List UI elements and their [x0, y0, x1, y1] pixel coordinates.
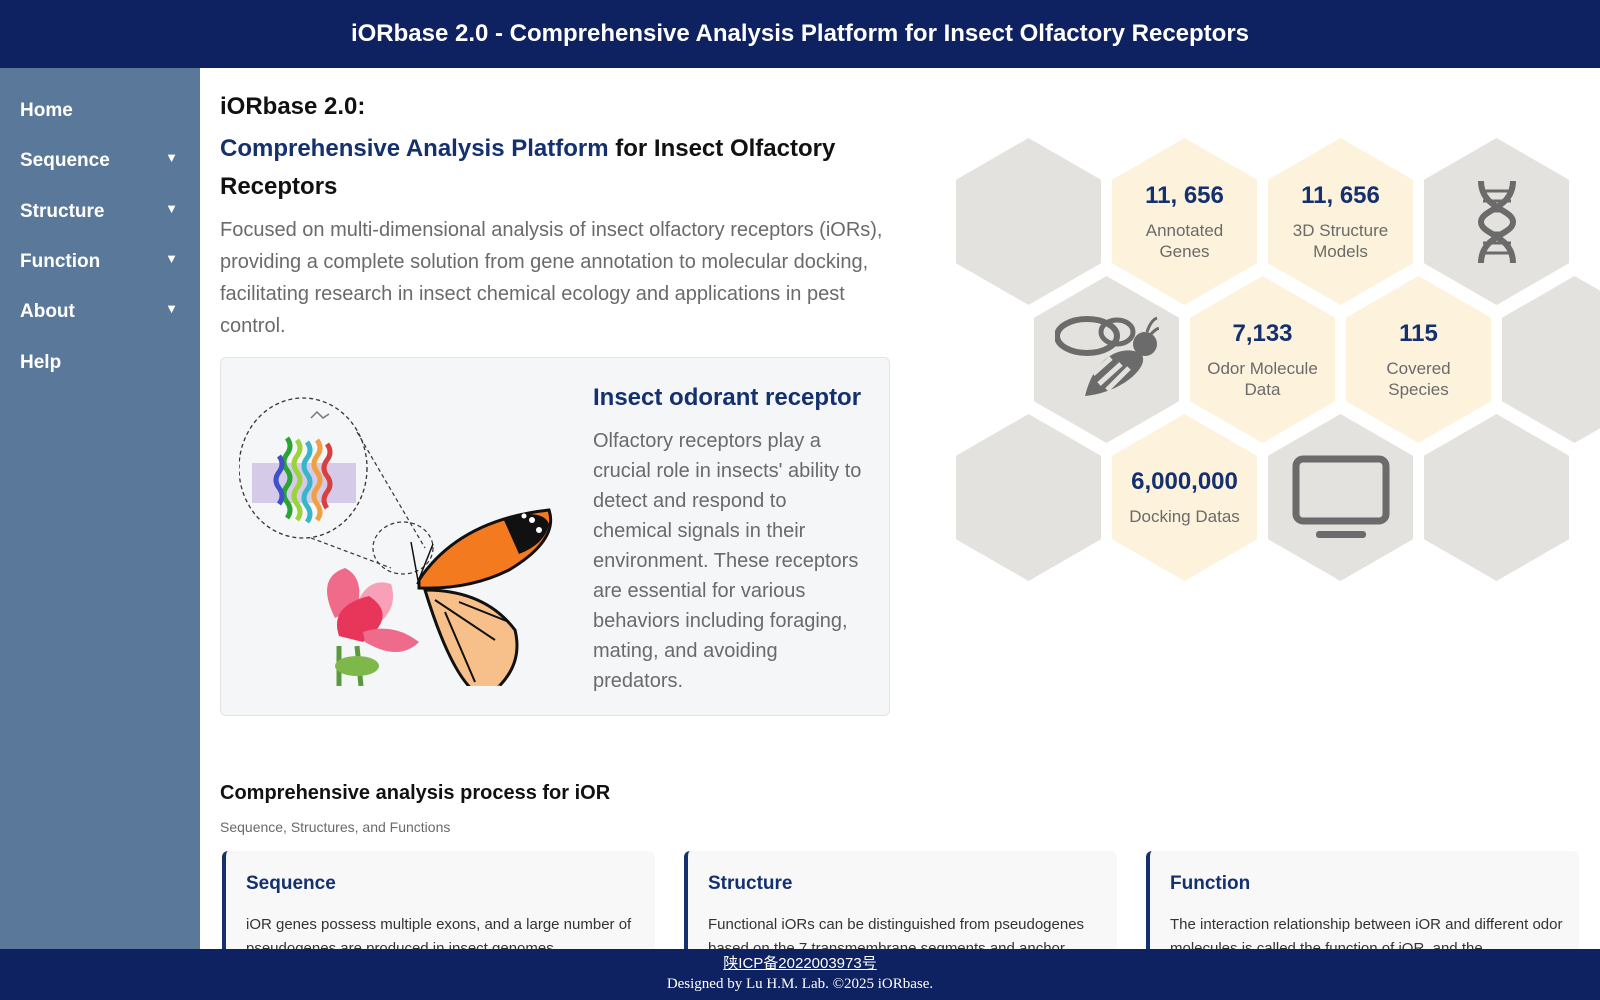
- process-card-function[interactable]: Function The interaction relationship be…: [1146, 851, 1579, 949]
- bee-icon: [1054, 315, 1159, 396]
- hex-tile-dna: [1424, 138, 1569, 305]
- process-title: Comprehensive analysis process for iOR: [220, 782, 611, 804]
- receptor-card-text: Olfactory receptors play a crucial role …: [593, 430, 862, 692]
- hex-tile-empty: [1424, 414, 1569, 581]
- main-content: iORbase 2.0: Comprehensive Analysis Plat…: [200, 68, 1600, 949]
- butterfly-flower-receptor-illustration: [238, 396, 559, 700]
- stat-odor-molecule: 7,133 Odor Molecule Data: [1190, 276, 1335, 443]
- stat-structure-models: 11, 656 3D Structure Models: [1268, 138, 1413, 305]
- hex-tile-empty: [1502, 276, 1600, 443]
- stat-value: 7,133: [1232, 319, 1293, 347]
- process-card-title: Structure: [708, 873, 793, 894]
- sidebar-item-label: Structure: [20, 201, 105, 222]
- sidebar-item-label: Help: [20, 352, 62, 373]
- hero-title-rest: for Insect Olfactory Receptors: [220, 135, 836, 200]
- receptor-card-title: Insect odorant receptor: [593, 384, 862, 411]
- stat-annotated-genes: 11, 656 Annotated Genes: [1112, 138, 1257, 305]
- footer-credit: Designed by Lu H.M. Lab. ©2025 iORbase.: [666, 976, 934, 992]
- sidebar-item-label: Sequence: [20, 150, 110, 171]
- hero-accent-text: Comprehensive Analysis Platform: [220, 135, 609, 162]
- sidebar-item-label: Home: [20, 100, 73, 121]
- sidebar-item-label: About: [20, 301, 75, 322]
- caret-down-icon: ▼: [165, 301, 178, 316]
- stat-label: Covered Species: [1386, 358, 1451, 399]
- stat-covered-species: 115 Covered Species: [1346, 276, 1491, 443]
- process-card-sequence[interactable]: Sequence iOR genes possess multiple exon…: [222, 851, 655, 949]
- process-card-text: Functional iORs can be distinguished fro…: [708, 916, 1085, 949]
- caret-down-icon: ▼: [165, 201, 178, 216]
- stat-value: 115: [1399, 319, 1438, 347]
- sidebar-item-function[interactable]: Function ▼: [0, 240, 200, 284]
- process-card-text: iOR genes possess multiple exons, and a …: [246, 916, 632, 949]
- hex-tile-bee: [1034, 276, 1179, 443]
- sidebar-item-home[interactable]: Home: [0, 89, 200, 133]
- hex-tile-monitor: [1268, 414, 1413, 581]
- site-title: iORbase 2.0 - Comprehensive Analysis Pla…: [350, 20, 1250, 47]
- hex-tile-empty: [956, 138, 1101, 305]
- hero-subtitle: Comprehensive Analysis Platform for Inse…: [220, 130, 860, 206]
- monitor-icon: [1292, 455, 1389, 538]
- sidebar-item-structure[interactable]: Structure ▼: [0, 190, 200, 234]
- hero-title: iORbase 2.0:: [220, 93, 366, 120]
- caret-down-icon: ▼: [165, 150, 178, 165]
- stat-docking-datas: 6,000,000 Docking Datas: [1112, 414, 1257, 581]
- stat-value: 6,000,000: [1131, 468, 1238, 495]
- dna-icon: [1477, 180, 1516, 263]
- stat-value: 11, 656: [1301, 181, 1380, 209]
- sidebar-item-sequence[interactable]: Sequence ▼: [0, 139, 200, 183]
- process-card-text: The interaction relationship between iOR…: [1170, 916, 1563, 949]
- footer: 陕ICP备2022003973号 Designed by Lu H.M. Lab…: [0, 949, 1600, 1000]
- process-card-title: Function: [1170, 873, 1251, 894]
- sidebar: Home Sequence ▼ Structure ▼ Function ▼ A…: [0, 68, 200, 949]
- stat-label: Annotated Genes: [1145, 220, 1224, 261]
- icp-license-link[interactable]: 陕ICP备2022003973号: [723, 955, 877, 972]
- sidebar-item-about[interactable]: About ▼: [0, 290, 200, 334]
- stats-hex-grid: 11, 656 Annotated Genes 11, 656 3D Struc…: [956, 138, 1600, 658]
- stat-value: 11, 656: [1145, 181, 1224, 209]
- stat-label: Docking Datas: [1129, 507, 1240, 526]
- process-subtitle: Sequence, Structures, and Functions: [220, 819, 451, 835]
- process-card-structure[interactable]: Structure Functional iORs can be disting…: [684, 851, 1117, 949]
- stat-label: Odor Molecule Data: [1207, 358, 1318, 399]
- sidebar-item-label: Function: [20, 251, 101, 272]
- top-header: iORbase 2.0 - Comprehensive Analysis Pla…: [0, 0, 1600, 68]
- hero-description: Focused on multi-dimensional analysis of…: [220, 219, 883, 337]
- process-card-title: Sequence: [246, 873, 336, 894]
- sidebar-item-help[interactable]: Help: [0, 341, 200, 385]
- receptor-card: Insect odorant receptor Olfactory recept…: [220, 357, 890, 716]
- hex-tile-empty: [956, 414, 1101, 581]
- stat-label: 3D Structure Models: [1292, 220, 1389, 261]
- caret-down-icon: ▼: [165, 251, 178, 266]
